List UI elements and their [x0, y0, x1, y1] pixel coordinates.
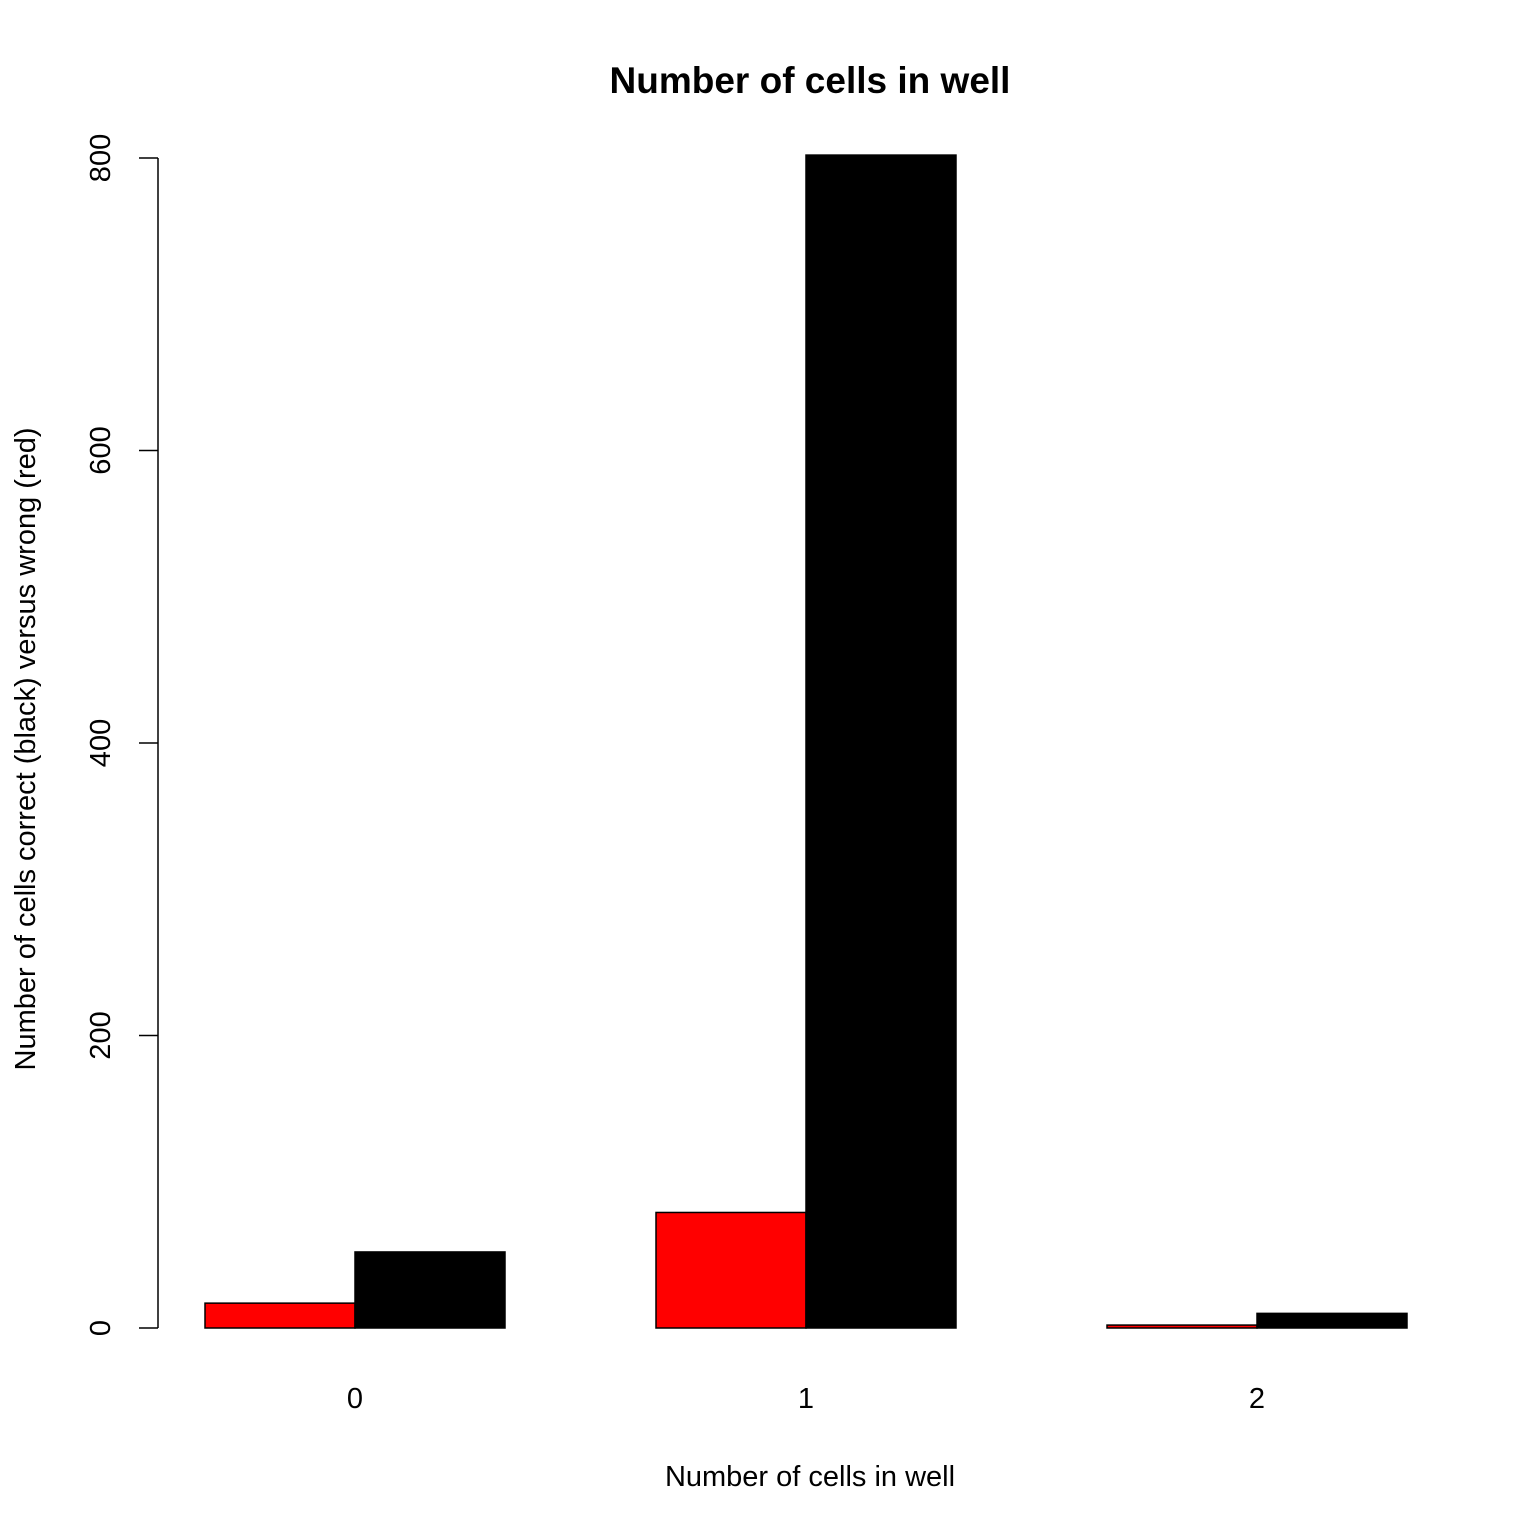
y-tick-label-400: 400: [85, 719, 117, 767]
y-axis: 0 200 400 600 800: [85, 134, 159, 1336]
bar-black-category-1: [805, 154, 957, 1329]
x-tick-label-1: 1: [798, 1383, 814, 1415]
y-axis-label: Number of cells correct (black) versus w…: [10, 427, 42, 1070]
y-tick-label-600: 600: [85, 426, 117, 474]
x-tick-label-0: 0: [347, 1383, 363, 1415]
bar-red-category-0: [204, 1302, 356, 1329]
bar-red-category-1: [655, 1211, 807, 1329]
plot-area: [204, 154, 1408, 1329]
y-tick-label-0: 0: [85, 1320, 117, 1336]
y-tick-label-200: 200: [85, 1011, 117, 1059]
x-axis: 0 1 2: [347, 1383, 1265, 1415]
x-tick-label-2: 2: [1249, 1383, 1265, 1415]
bar-black-category-2: [1256, 1312, 1408, 1329]
bar-red-category-2: [1106, 1324, 1258, 1329]
y-tick-label-800: 800: [85, 134, 117, 182]
bar-black-category-0: [354, 1251, 506, 1329]
chart-title: Number of cells in well: [610, 60, 1011, 101]
x-axis-label: Number of cells in well: [665, 1461, 955, 1493]
